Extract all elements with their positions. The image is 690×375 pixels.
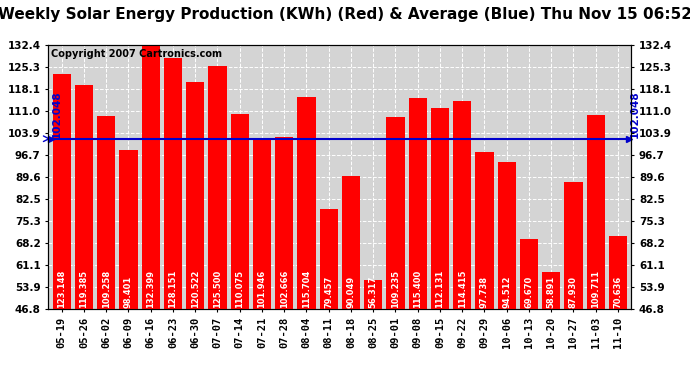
Bar	[253, 139, 271, 309]
Text: 70.636: 70.636	[613, 276, 622, 308]
Bar	[119, 150, 137, 309]
Bar	[542, 272, 560, 309]
Bar	[186, 82, 204, 309]
Text: 132.399: 132.399	[146, 270, 155, 308]
Bar	[453, 100, 471, 309]
Text: 109.711: 109.711	[591, 270, 600, 308]
Text: 110.075: 110.075	[235, 270, 244, 308]
Text: 102.666: 102.666	[279, 270, 288, 308]
Text: 123.148: 123.148	[57, 270, 66, 308]
Text: 56.317: 56.317	[368, 276, 377, 308]
Text: 109.258: 109.258	[101, 270, 110, 308]
Bar	[364, 280, 382, 309]
Bar	[408, 98, 427, 309]
Bar	[164, 58, 182, 309]
Bar	[52, 74, 71, 309]
Text: 115.400: 115.400	[413, 270, 422, 308]
Bar	[319, 209, 338, 309]
Bar	[141, 45, 160, 309]
Text: 120.522: 120.522	[190, 270, 199, 308]
Text: 125.500: 125.500	[213, 270, 222, 308]
Text: 128.151: 128.151	[168, 270, 177, 308]
Bar	[609, 236, 627, 309]
Text: 97.738: 97.738	[480, 276, 489, 308]
Bar	[475, 152, 493, 309]
Text: 114.415: 114.415	[457, 269, 466, 308]
Text: 119.385: 119.385	[79, 270, 88, 308]
Bar	[75, 85, 93, 309]
Bar	[564, 182, 582, 309]
Text: 58.891: 58.891	[546, 276, 555, 308]
Bar	[275, 137, 293, 309]
Text: 102.048: 102.048	[52, 90, 61, 138]
Bar	[342, 176, 360, 309]
Text: 94.512: 94.512	[502, 275, 511, 308]
Text: 101.946: 101.946	[257, 270, 266, 308]
Text: Copyright 2007 Cartronics.com: Copyright 2007 Cartronics.com	[51, 49, 222, 59]
Text: 115.704: 115.704	[302, 270, 311, 308]
Bar	[230, 114, 249, 309]
Bar	[97, 117, 115, 309]
Bar	[586, 115, 605, 309]
Text: 90.049: 90.049	[346, 276, 355, 308]
Bar	[208, 66, 226, 309]
Bar	[297, 97, 315, 309]
Text: Weekly Solar Energy Production (KWh) (Red) & Average (Blue) Thu Nov 15 06:52: Weekly Solar Energy Production (KWh) (Re…	[0, 8, 690, 22]
Text: 102.048: 102.048	[630, 90, 640, 138]
Text: 87.930: 87.930	[569, 276, 578, 308]
Text: 112.131: 112.131	[435, 270, 444, 308]
Bar	[520, 239, 538, 309]
Text: 79.457: 79.457	[324, 276, 333, 308]
Bar	[386, 117, 404, 309]
Text: 69.670: 69.670	[524, 276, 533, 308]
Text: 109.235: 109.235	[391, 270, 400, 308]
Bar	[497, 162, 516, 309]
Bar	[431, 108, 449, 309]
Text: 98.401: 98.401	[124, 276, 133, 308]
